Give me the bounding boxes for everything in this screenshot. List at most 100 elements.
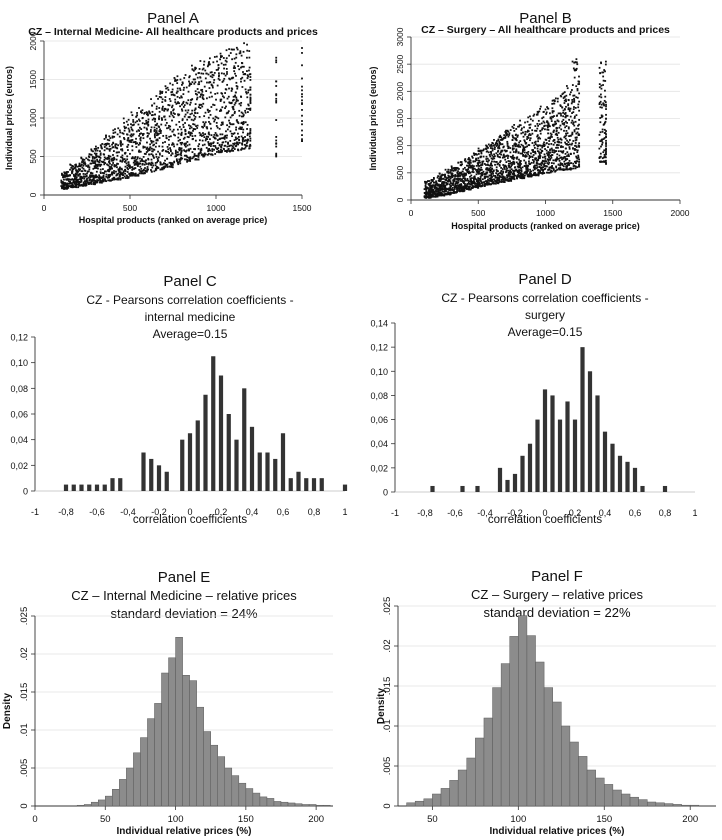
scatter-point bbox=[564, 112, 567, 114]
scatter-point bbox=[200, 103, 203, 106]
scatter-point bbox=[534, 166, 536, 169]
scatter-point bbox=[462, 185, 465, 188]
scatter-point bbox=[428, 194, 431, 197]
scatter-point bbox=[221, 106, 224, 109]
scatter-point bbox=[114, 178, 117, 181]
scatter-point bbox=[516, 134, 519, 137]
scatter-point bbox=[430, 181, 433, 184]
scatter-point bbox=[463, 159, 466, 162]
scatter-point bbox=[154, 167, 157, 170]
y-tick-label: 0,08 bbox=[10, 384, 28, 394]
scatter-point bbox=[515, 137, 518, 140]
scatter-point bbox=[533, 165, 536, 168]
y-tick-label: .005 bbox=[19, 759, 30, 778]
scatter-point bbox=[510, 161, 513, 164]
scatter-point bbox=[511, 147, 514, 150]
scatter-point bbox=[511, 125, 514, 128]
scatter-point bbox=[600, 103, 603, 106]
scatter-point bbox=[217, 149, 220, 152]
scatter-point bbox=[124, 161, 126, 163]
scatter-point bbox=[109, 168, 112, 171]
bar bbox=[520, 455, 525, 492]
scatter-point bbox=[562, 150, 565, 152]
y-tick-label: 0,06 bbox=[10, 410, 28, 420]
scatter-point bbox=[72, 184, 74, 187]
scatter-point bbox=[179, 78, 182, 81]
scatter-point bbox=[568, 155, 570, 158]
scatter-point bbox=[508, 132, 511, 135]
scatter-point bbox=[448, 188, 450, 191]
scatter-point bbox=[540, 151, 543, 154]
scatter-point bbox=[528, 162, 531, 165]
scatter-point bbox=[186, 160, 189, 163]
scatter-point bbox=[208, 87, 211, 89]
scatter-point bbox=[176, 75, 179, 78]
scatter-point bbox=[76, 165, 79, 168]
scatter-point bbox=[566, 155, 568, 158]
scatter-point bbox=[492, 181, 495, 184]
scatter-point bbox=[441, 182, 444, 185]
scatter-point bbox=[481, 184, 484, 186]
scatter-point bbox=[69, 180, 72, 183]
scatter-point bbox=[574, 142, 577, 144]
scatter-point bbox=[80, 180, 83, 183]
scatter-point bbox=[155, 168, 158, 171]
scatter-point bbox=[301, 114, 303, 117]
scatter-point bbox=[502, 146, 505, 149]
scatter-point bbox=[563, 112, 566, 115]
scatter-point bbox=[182, 123, 185, 126]
scatter-point bbox=[234, 91, 237, 94]
scatter-point bbox=[185, 149, 188, 152]
scatter-point bbox=[169, 135, 172, 138]
scatter-point bbox=[152, 148, 155, 151]
scatter-point bbox=[543, 153, 546, 156]
scatter-point bbox=[542, 111, 545, 113]
scatter-point bbox=[511, 139, 514, 142]
scatter-point bbox=[155, 131, 157, 134]
scatter-point bbox=[249, 144, 252, 147]
scatter-point bbox=[507, 173, 510, 175]
bar bbox=[98, 799, 106, 807]
scatter-point bbox=[533, 174, 535, 176]
scatter-point bbox=[180, 95, 183, 98]
scatter-point bbox=[491, 160, 493, 163]
scatter-point bbox=[220, 145, 222, 148]
scatter-point bbox=[500, 178, 503, 181]
scatter-point bbox=[575, 96, 578, 99]
bar bbox=[226, 414, 231, 491]
scatter-point bbox=[179, 138, 181, 141]
scatter-point bbox=[233, 95, 236, 98]
scatter-point bbox=[137, 173, 140, 176]
scatter-point bbox=[207, 142, 210, 145]
scatter-point bbox=[556, 100, 559, 103]
scatter-point bbox=[157, 97, 159, 100]
scatter-point bbox=[89, 181, 92, 184]
scatter-point bbox=[469, 166, 472, 169]
scatter-point bbox=[603, 137, 606, 139]
bar bbox=[287, 802, 296, 807]
scatter-point bbox=[195, 73, 197, 76]
scatter-point bbox=[224, 92, 227, 94]
scatter-point bbox=[427, 192, 430, 195]
scatter-point bbox=[70, 184, 73, 187]
scatter-point bbox=[174, 152, 177, 155]
scatter-point bbox=[226, 150, 228, 153]
scatter-point bbox=[605, 105, 607, 108]
scatter-point bbox=[603, 69, 606, 71]
scatter-point bbox=[426, 180, 429, 182]
scatter-point bbox=[123, 121, 125, 124]
scatter-point bbox=[470, 181, 472, 184]
scatter-point bbox=[479, 176, 482, 178]
scatter-point bbox=[510, 180, 513, 182]
scatter-point bbox=[520, 169, 523, 171]
scatter-point bbox=[459, 179, 462, 182]
scatter-point bbox=[193, 109, 196, 112]
scatter-point bbox=[245, 144, 248, 147]
scatter-point bbox=[508, 170, 511, 173]
scatter-point bbox=[104, 142, 107, 145]
scatter-point bbox=[548, 161, 551, 164]
scatter-point bbox=[243, 147, 246, 150]
scatter-point bbox=[449, 182, 452, 184]
scatter-point bbox=[108, 148, 111, 151]
bar bbox=[483, 717, 493, 807]
